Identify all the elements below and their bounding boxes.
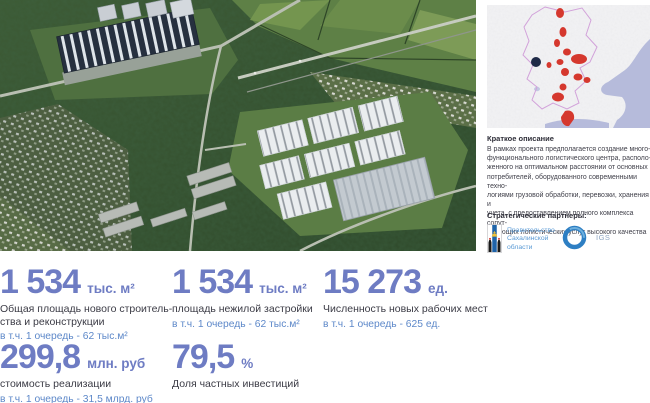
stat-note: в т.ч. 1 очередь - 62 тыс.м² xyxy=(0,331,128,343)
stat-value: 1 534 xyxy=(0,263,81,301)
partner-name-sakhalin-government: Правительство Сахалинской области xyxy=(507,227,555,251)
stat-value: 79,5 xyxy=(172,338,235,376)
stat-implementation-cost: 299,8 млн. руб стоимость реализации в т.… xyxy=(0,338,200,403)
stat-label: Доля частных инвестиций xyxy=(172,378,300,391)
stat-private-investment-share: 79,5 % Доля частных инвестиций xyxy=(172,338,372,403)
description-title: Краткое описание xyxy=(487,134,554,143)
aerial-render-image xyxy=(0,0,476,251)
stat-new-jobs: 15 273 ед. Численность новых рабочих мес… xyxy=(323,263,523,330)
stat-label: стоимость реализации xyxy=(0,378,112,391)
stat-note: в т.ч. 1 очередь - 62 тыс.м² xyxy=(172,318,300,330)
stat-label: площадь нежилой застройки xyxy=(172,303,313,316)
stat-value: 15 273 xyxy=(323,263,422,301)
stat-value: 1 534 xyxy=(172,263,253,301)
sakhalin-coat-of-arms-icon xyxy=(487,224,502,253)
stat-unit: тыс. м² xyxy=(259,281,307,296)
stat-value: 299,8 xyxy=(0,338,81,376)
stat-note: в т.ч. 1 очередь - 625 ед. xyxy=(323,318,441,330)
igs-logo-icon xyxy=(562,225,587,250)
map-sea xyxy=(601,39,650,128)
partners-title: Стратегические партнеры: xyxy=(487,211,587,220)
stat-unit: млн. руб xyxy=(87,356,146,371)
stat-nonresidential-area: 1 534 тыс. м² площадь нежилой застройки … xyxy=(172,263,372,330)
stat-unit: тыс. м² xyxy=(87,281,135,296)
stat-label: Общая площадь нового строитель- ства и р… xyxy=(0,303,173,328)
map-project-marker xyxy=(531,57,541,67)
stat-unit: % xyxy=(241,356,254,371)
map-highlight-areas xyxy=(546,8,591,127)
stat-unit: ед. xyxy=(428,281,448,296)
stat-total-construction-area: 1 534 тыс. м² Общая площадь нового строи… xyxy=(0,263,200,343)
description-body: В рамках проекта предполагается создание… xyxy=(487,146,650,236)
stat-note: в т.ч. 1 очередь - 31,5 млрд. руб xyxy=(0,393,153,403)
stat-note xyxy=(172,394,372,403)
partner-name-igs: IGS xyxy=(596,233,611,242)
stat-label: Численность новых рабочих мест xyxy=(323,303,488,316)
map-boundary xyxy=(522,6,598,110)
region-map xyxy=(487,5,650,128)
